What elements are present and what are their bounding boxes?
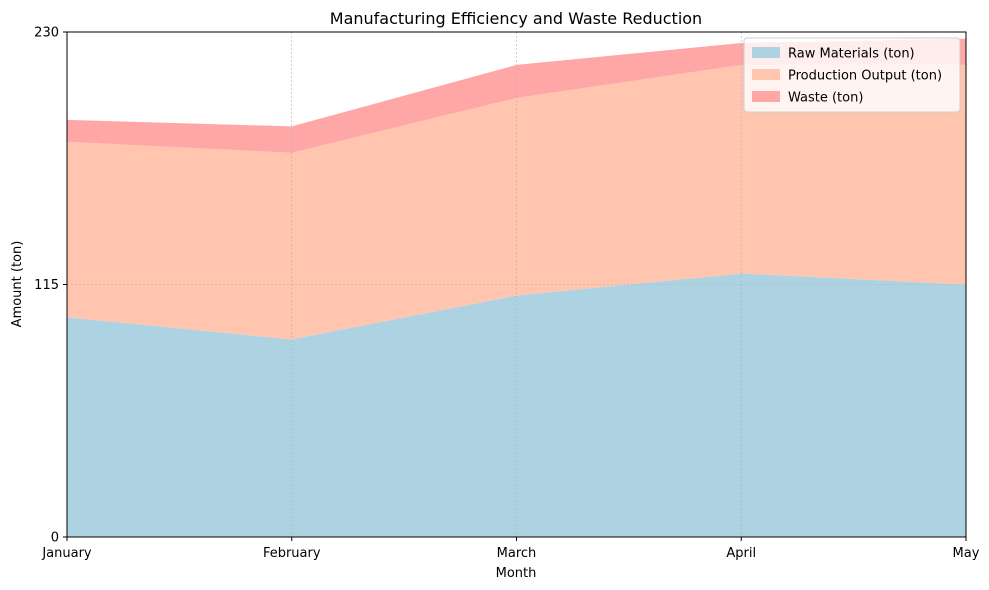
x-tick-label: April [726, 546, 756, 561]
x-tick-label: May [953, 546, 980, 561]
legend-box [743, 37, 961, 113]
x-tick-label: January [41, 546, 92, 561]
x-axis-label: Month [496, 566, 537, 581]
area-series-3 [67, 38, 966, 153]
legend-label: Production Output (ton) [788, 69, 942, 84]
chart-title: Manufacturing Efficiency and Waste Reduc… [330, 9, 702, 28]
y-tick-label: 230 [34, 26, 59, 41]
legend-label: Waste (ton) [788, 91, 863, 106]
legend-swatch [752, 69, 780, 80]
legend-swatch [752, 47, 780, 58]
legend-label: Raw Materials (ton) [788, 47, 915, 62]
x-axis-ticks: January February March April May [41, 537, 980, 561]
legend-swatch [752, 91, 780, 102]
y-axis-ticks: 0 115 230 [34, 26, 67, 546]
y-tick-label: 115 [34, 278, 59, 293]
legend: Raw Materials (ton) Production Output (to… [743, 37, 961, 113]
y-tick-label: 0 [51, 531, 59, 546]
x-tick-label: February [263, 546, 321, 561]
y-axis-label: Amount (ton) [10, 241, 25, 328]
x-tick-label: March [497, 546, 537, 561]
